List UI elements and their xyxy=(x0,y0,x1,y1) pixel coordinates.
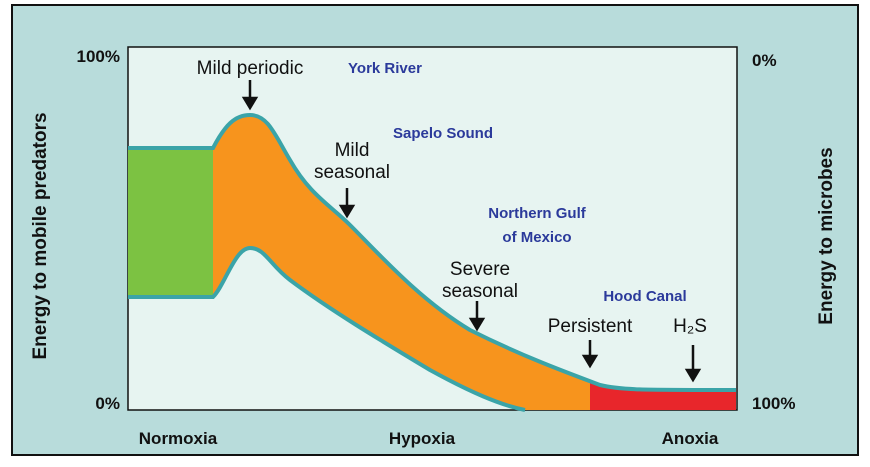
stage-label: Mild xyxy=(335,140,370,161)
arrow-head xyxy=(241,96,259,111)
right-bottom-label: 100% xyxy=(752,394,795,413)
x-label: Hypoxia xyxy=(389,429,456,448)
normoxia-band xyxy=(128,148,214,297)
arrow-head xyxy=(338,204,356,219)
arrow-head xyxy=(468,317,486,332)
x-label: Normoxia xyxy=(139,429,218,448)
band-outline xyxy=(128,112,737,412)
place-label: York River xyxy=(348,60,422,77)
lower-edge xyxy=(128,245,526,412)
stage-label: Severe xyxy=(450,259,510,280)
arrow-head xyxy=(581,354,599,369)
left-axis-title: Energy to mobile predators xyxy=(30,112,51,359)
x-label: Anoxia xyxy=(662,429,719,448)
place-label: Hood Canal xyxy=(603,288,686,305)
upper-edge xyxy=(128,112,737,392)
stage-label: Mild periodic xyxy=(197,58,304,79)
arrow-head xyxy=(684,368,702,383)
left-bottom-label: 0% xyxy=(95,394,120,413)
labels: Mild periodicMildseasonalSevereseasonalP… xyxy=(197,58,707,337)
arrows xyxy=(241,80,702,383)
place-label: Northern Gulf xyxy=(488,205,586,222)
stage-label: seasonal xyxy=(442,281,518,302)
hypoxia-band xyxy=(213,115,736,410)
place-label: of Mexico xyxy=(502,229,571,246)
left-top-label: 100% xyxy=(77,47,120,66)
right-top-label: 0% xyxy=(752,51,777,70)
stage-label: H₂S xyxy=(673,316,707,337)
place-label: Sapelo Sound xyxy=(393,125,493,142)
stage-label: Persistent xyxy=(548,316,633,337)
stage-label: seasonal xyxy=(314,162,390,183)
right-axis-title: Energy to microbes xyxy=(816,147,837,324)
